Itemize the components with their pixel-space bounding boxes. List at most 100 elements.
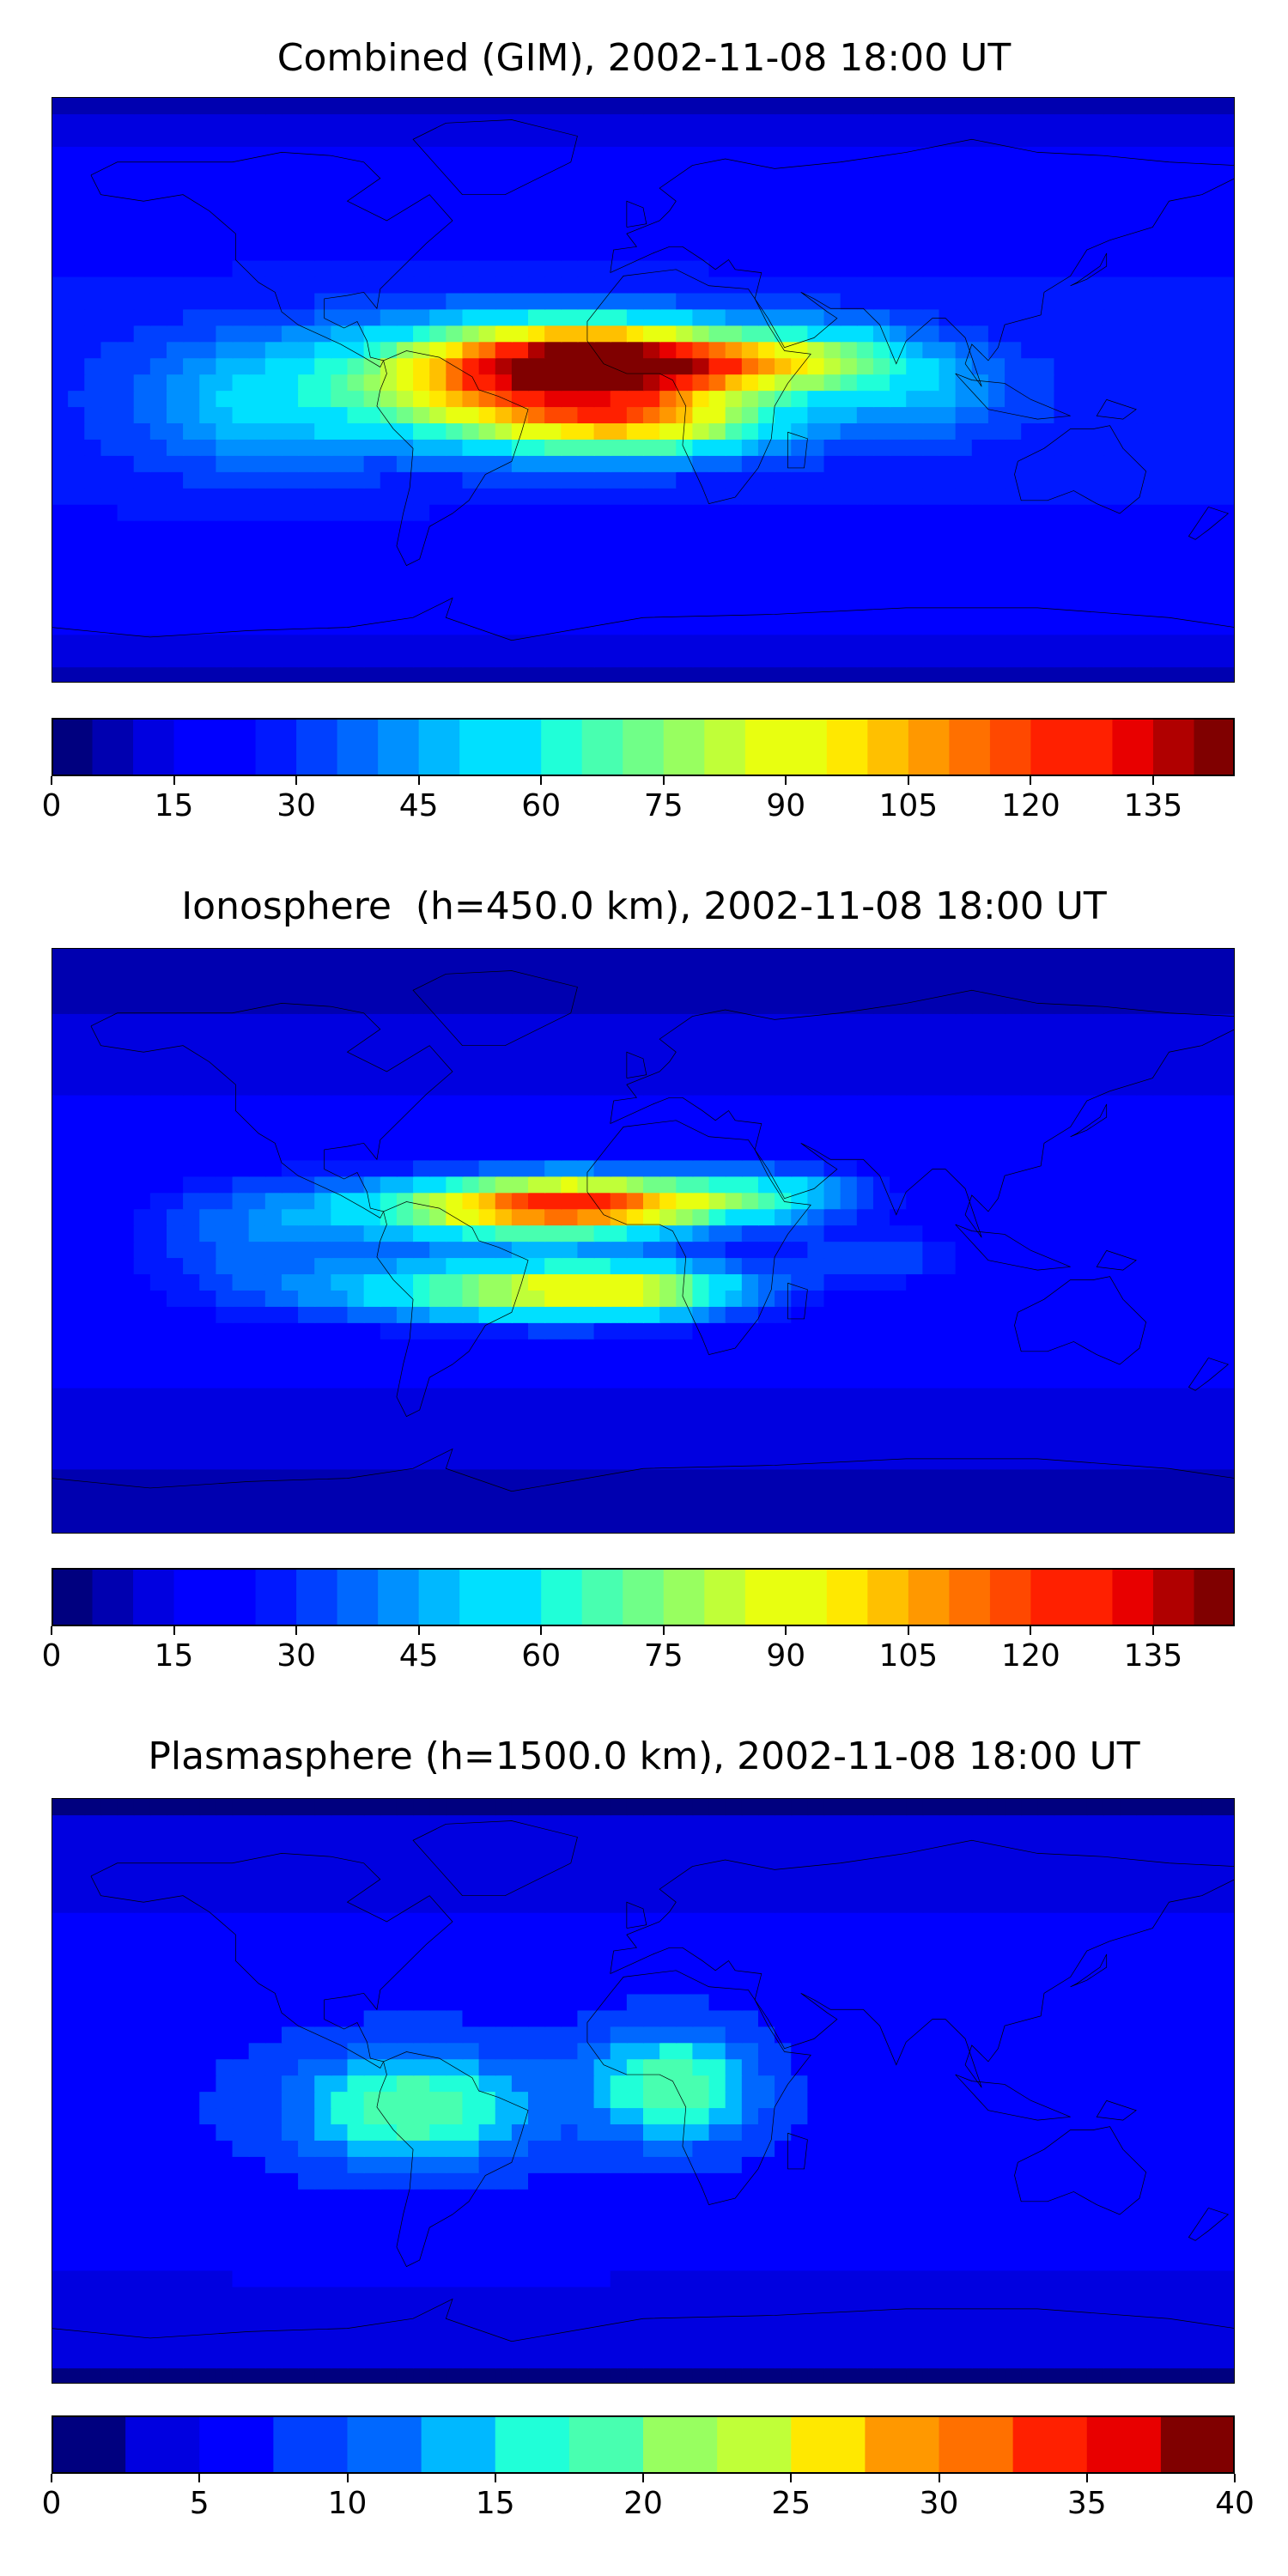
field-cell [281,1029,300,1047]
field-cell [971,601,990,619]
field-cell [659,1321,677,1340]
field-cell [708,1403,726,1421]
field-cell [183,97,201,115]
field-cell [708,519,726,538]
field-cell [1169,1273,1187,1291]
field-cell [890,357,908,375]
field-cell [363,1289,381,1307]
field-cell [199,276,217,294]
field-cell [872,1143,891,1161]
field-cell [856,1159,875,1177]
field-cell [1201,650,1220,668]
field-cell [741,1338,760,1356]
field-cell [462,129,480,147]
field-cell [741,341,760,359]
field-cell [331,1403,349,1421]
field-cell [807,422,825,440]
field-cell [1136,1241,1154,1259]
field-cell [1201,438,1220,456]
field-cell [446,1354,464,1372]
field-cell [1037,1256,1055,1275]
field-cell [84,341,102,359]
field-cell [1201,1127,1220,1145]
field-cell [856,1419,875,1437]
field-cell [1054,1208,1072,1226]
field-cell [626,1436,645,1454]
field-cell [68,308,86,326]
field-cell [906,1256,924,1275]
field-cell [331,276,349,294]
field-cell [117,650,135,668]
field-cell [413,1094,431,1112]
field-cell [462,145,480,163]
field-cell [347,259,365,277]
field-cell [791,341,809,359]
field-cell [281,1012,300,1030]
field-cell [823,161,841,179]
field-cell [1070,585,1088,603]
field-cell [396,1354,415,1372]
field-cell [987,1127,1006,1145]
field-cell [1037,1029,1055,1047]
field-cell [183,568,201,586]
field-cell [659,1517,677,1534]
field-cell [1005,1419,1023,1437]
field-cell [331,1061,349,1079]
field-cell [232,357,250,375]
field-cell [1201,1029,1220,1047]
field-cell [1070,1354,1088,1372]
field-cell [347,227,365,245]
field-cell [1005,601,1023,619]
field-cell [955,1321,973,1340]
field-cell [757,1256,776,1275]
field-cell [1086,1078,1105,1096]
field-cell [281,97,300,115]
field-cell [823,292,841,310]
field-cell [199,568,217,586]
field-cell [298,601,316,619]
field-cell [396,112,415,131]
field-cell [396,1110,415,1128]
field-cell [281,422,300,440]
field-cell [610,1354,629,1372]
field-cell [692,1208,710,1226]
field-cell [264,1354,283,1372]
field-cell [1054,1061,1072,1079]
field-cell [183,1436,201,1454]
field-cell [775,145,793,163]
field-cell [872,1387,891,1405]
field-cell [462,422,480,440]
field-cell [149,487,168,505]
field-cell [166,438,185,456]
field-cell [264,341,283,359]
field-cell [1054,129,1072,147]
field-cell [987,259,1006,277]
field-cell [149,308,168,326]
field-cell [1086,97,1105,115]
field-cell [593,1354,611,1372]
field-cell [791,1143,809,1161]
field-cell [248,1321,266,1340]
field-cell [363,487,381,505]
field-cell [478,634,496,652]
field-cell [775,617,793,635]
field-cell [807,1192,825,1210]
field-cell [971,1305,990,1323]
field-cell [462,1241,480,1259]
field-cell [676,1110,694,1128]
field-cell [676,519,694,538]
field-cell [1086,1094,1105,1112]
field-cell [133,1110,151,1128]
field-cell [446,145,464,163]
field-cell [363,178,381,196]
field-cell [593,374,611,392]
field-cell [528,325,546,343]
field-cell [708,178,726,196]
field-cell [971,1468,990,1486]
field-cell [1218,227,1235,245]
field-cell [133,438,151,456]
field-cell [1086,1354,1105,1372]
field-cell [264,308,283,326]
field-cell [971,112,990,131]
field-cell [593,996,611,1014]
